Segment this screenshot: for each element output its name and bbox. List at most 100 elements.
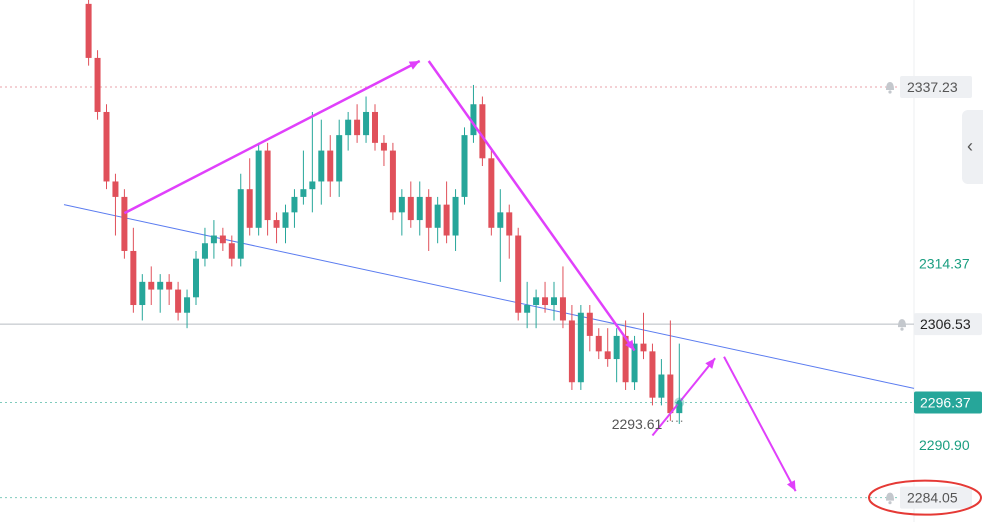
candle-body (184, 297, 191, 313)
descending-trendline (63, 204, 915, 389)
candle-body (210, 235, 217, 244)
candle-body (568, 320, 575, 383)
candle-body (345, 119, 352, 136)
arrow-line (123, 59, 421, 215)
target-highlight-circle (868, 479, 982, 516)
candle-body (363, 111, 370, 136)
candle-body (425, 196, 432, 228)
candle-body (542, 297, 549, 306)
candle-body (667, 374, 674, 414)
price-lines (0, 86, 914, 499)
candle-body (273, 220, 280, 228)
price-tag[interactable]: 2296.37 (914, 391, 982, 414)
bell-icon (886, 82, 894, 91)
price-tag[interactable]: 2306.53 (914, 313, 982, 336)
arrow-head (786, 480, 796, 492)
candle-body (130, 250, 137, 306)
last-price-dot (676, 400, 682, 406)
low-marker: 2293.61 ···· (612, 412, 684, 432)
candle-body (148, 281, 155, 290)
candle-body (219, 235, 226, 244)
y-tick-label: 2314.37 (919, 256, 970, 272)
candle-body (336, 135, 343, 182)
bell-clapper (900, 327, 904, 331)
annotation-arrows (123, 59, 797, 492)
collapse-panel-button[interactable]: ‹ (962, 110, 983, 184)
candle-body (461, 135, 468, 197)
candle-body (139, 281, 146, 306)
candle-body (380, 142, 387, 151)
candle-body (103, 111, 110, 182)
price-tag-label: 2306.53 (920, 316, 971, 332)
candle-body (327, 150, 334, 182)
current-price-label: 2296.37 (920, 395, 971, 411)
candles (85, 0, 683, 424)
price-tag-box (900, 486, 972, 509)
bell-clapper (888, 90, 892, 94)
price-tag[interactable]: 2284.05 (900, 486, 972, 509)
arrow-line (651, 357, 716, 437)
bell-icon (886, 492, 894, 501)
candle-body (94, 57, 101, 112)
candle-body (237, 189, 244, 259)
candle-body (479, 104, 486, 159)
price-tag[interactable]: 2337.23 (900, 76, 972, 99)
candle-body (488, 158, 495, 228)
arrow-head (705, 358, 716, 369)
current-price-box (914, 391, 982, 414)
candle-body (372, 111, 378, 143)
price-tag-label: 2337.23 (907, 79, 958, 95)
candle-body (604, 351, 611, 360)
alert-bells (886, 82, 906, 505)
candle-body (121, 196, 128, 251)
chevron-left-icon: ‹ (967, 136, 973, 156)
y-tick-label: 2290.90 (919, 437, 970, 453)
bell-icon (898, 319, 906, 328)
candle-body (559, 297, 566, 321)
bell-clapper (888, 501, 892, 505)
arrow-line (723, 356, 797, 492)
candle-body (676, 402, 683, 414)
candle-body (622, 335, 629, 383)
candle-body (389, 150, 396, 213)
candle-body (166, 281, 173, 290)
candle-body (515, 235, 522, 313)
low-dots: ···· (665, 412, 684, 428)
candle-body (407, 196, 414, 221)
price-tag-label: 2284.05 (907, 490, 958, 506)
candle-body (595, 335, 602, 352)
price-tags: 2337.23 2306.53 2296.37 2284.05 (868, 76, 982, 516)
candle-body (470, 104, 477, 136)
candle-body (506, 212, 513, 236)
candle-body (318, 150, 325, 182)
price-tag-box (900, 76, 972, 99)
candle-body (398, 196, 405, 213)
candle-body (640, 343, 647, 352)
candle-body (497, 212, 504, 228)
candle-body (354, 119, 361, 136)
candle-body (524, 305, 531, 313)
low-value-label: 2293.61 (612, 416, 663, 432)
candle-body (551, 297, 557, 306)
candle-body (586, 312, 593, 336)
arrow-head (408, 61, 420, 70)
candle-body (649, 351, 656, 398)
candle-body (631, 343, 638, 383)
candle-body (246, 189, 253, 228)
candle-body (300, 189, 307, 197)
candle-body (658, 374, 665, 398)
candle-body (533, 297, 540, 306)
candle-body (228, 243, 235, 259)
candle-body (577, 312, 584, 383)
candle-body (282, 212, 289, 228)
candle-body (443, 204, 450, 236)
candle-body (157, 281, 164, 290)
candle-body (264, 150, 271, 221)
candle-body (309, 181, 316, 190)
candle-body (255, 150, 262, 228)
candle-body (613, 335, 620, 360)
candle-body (175, 289, 182, 313)
price-tag-box (914, 313, 982, 336)
candle-body (112, 181, 119, 197)
